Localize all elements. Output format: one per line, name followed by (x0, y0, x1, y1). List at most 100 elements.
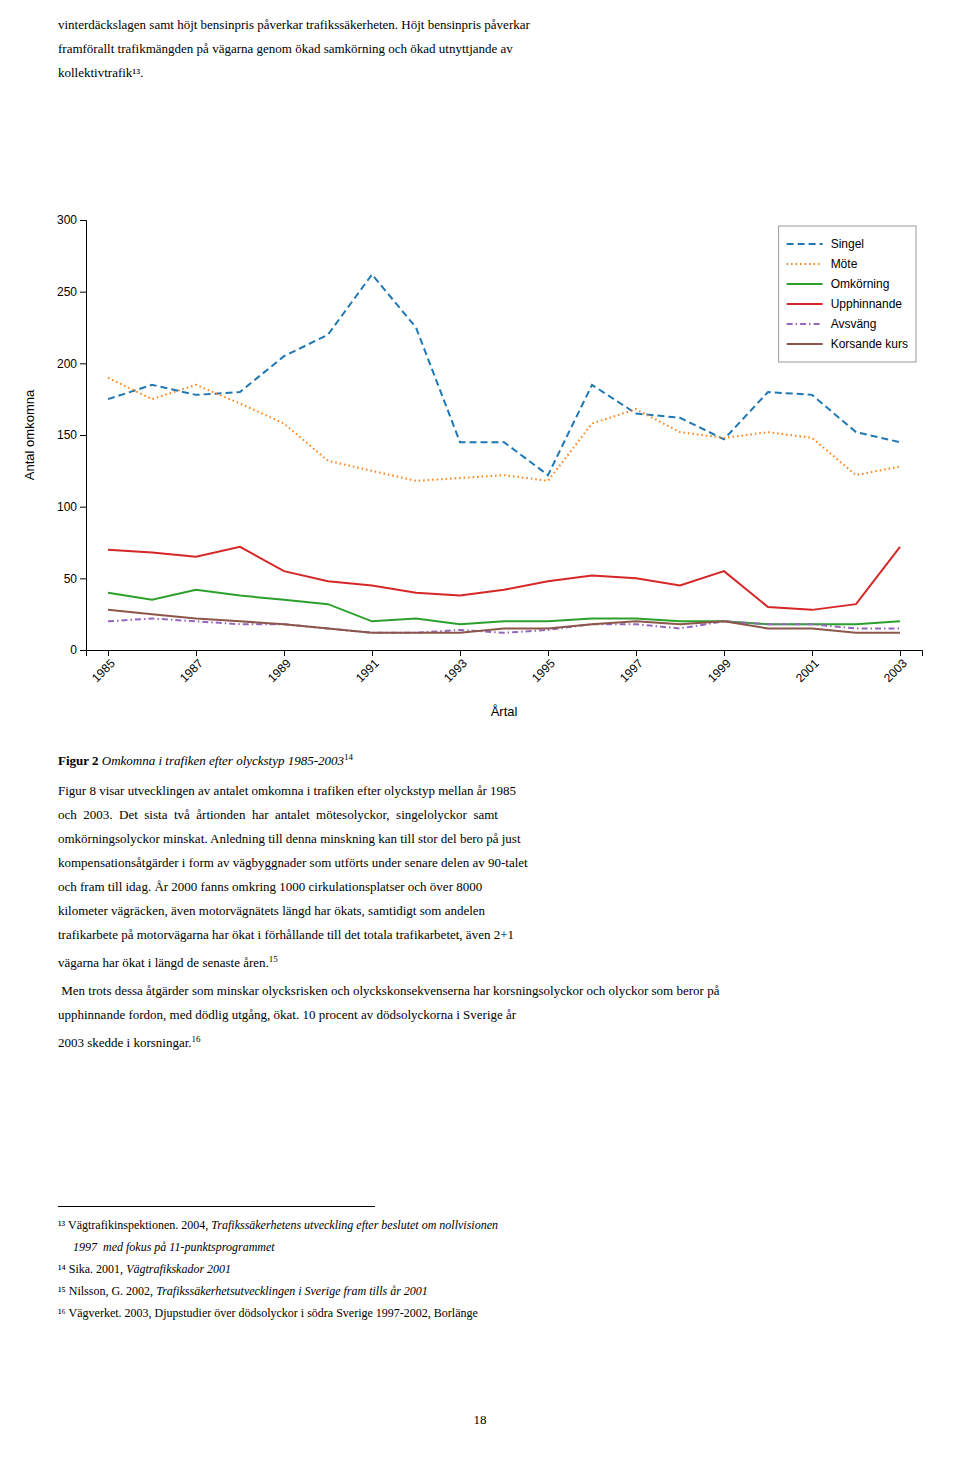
tick: 1991 (353, 650, 382, 685)
tick-mark (108, 650, 109, 656)
body-text: kilometer vägräcken, även motorvägnätets… (58, 903, 485, 918)
tick-label: 1991 (353, 656, 382, 685)
tick-label: 1995 (529, 656, 558, 685)
caption-note: 14 (344, 752, 353, 762)
legend-swatch (787, 243, 823, 245)
tick-label: 1993 (441, 656, 470, 685)
body-text: trafikarbete på motorvägarna har ökat i … (58, 927, 514, 942)
x-axis-title: Årtal (491, 704, 518, 719)
tick: 1985 (89, 650, 118, 685)
body-text: Men trots dessa åtgärder som minskar oly… (58, 983, 719, 998)
series-line (108, 610, 900, 633)
footnote-ref: 16 (192, 1034, 201, 1044)
tick-label: 300 (57, 213, 77, 227)
body-line: Men trots dessa åtgärder som minskar oly… (58, 982, 719, 1000)
tick-mark (80, 292, 86, 293)
legend-label: Upphinnande (831, 297, 903, 311)
body-text: 2003 skedde i korsningar. (58, 1035, 192, 1050)
tick-mark (812, 650, 813, 656)
body-line: 2003 skedde i korsningar.16 (58, 1030, 201, 1052)
footnote-text: ¹⁶ Vägverket. 2003, Djupstudier över död… (58, 1306, 478, 1320)
footnote-line: ¹⁵ Nilsson, G. 2002, Trafikssäkerhetsutv… (58, 1282, 428, 1300)
tick-mark (724, 650, 725, 656)
tick-label: 200 (57, 357, 77, 371)
legend-item: Upphinnande (787, 297, 903, 311)
tick: 1989 (265, 650, 294, 685)
page: vinterdäckslagen samt höjt bensinpris på… (0, 0, 960, 1462)
top-text-line: vinterdäckslagen samt höjt bensinpris på… (58, 16, 530, 34)
tick-mark (80, 507, 86, 508)
footnote-text: Vägtrafikskador 2001 (126, 1262, 231, 1276)
tick: 2003 (881, 650, 910, 685)
legend-item: Singel (787, 237, 864, 251)
tick-label: 2003 (881, 656, 910, 685)
body-text: Figur 8 visar utvecklingen av antalet om… (58, 783, 516, 798)
footnote-text: Trafikssäkerhetsutvecklingen i Sverige f… (156, 1284, 428, 1298)
legend-label: Omkörning (831, 277, 890, 291)
footnote-ref: 15 (269, 954, 278, 964)
legend-swatch (787, 283, 823, 285)
body-line: och 2003. Det sista två årtionden har an… (58, 806, 498, 824)
tick: 1987 (177, 650, 206, 685)
top-text-line: kollektivtrafik¹³. (58, 64, 143, 82)
legend-item: Omkörning (787, 277, 890, 291)
legend-swatch (787, 323, 823, 325)
tick: 1997 (617, 650, 646, 685)
tick: 50 (64, 572, 86, 586)
tick: 0 (70, 643, 86, 657)
footnote-text: ¹⁴ Sika. 2001, (58, 1262, 126, 1276)
tick-mark (80, 220, 86, 221)
tick-label: 250 (57, 285, 77, 299)
tick: 1993 (441, 650, 470, 685)
tick-mark (372, 650, 373, 656)
legend-frame (779, 226, 916, 362)
tick-label: 100 (57, 500, 77, 514)
tick: 250 (57, 285, 86, 299)
footnote-text (58, 1240, 73, 1254)
footnote-line: ¹⁶ Vägverket. 2003, Djupstudier över död… (58, 1304, 478, 1322)
footnote-text: 1997 med fokus på 11-punktsprogrammet (73, 1240, 275, 1254)
tick-mark (460, 650, 461, 656)
tick: 1999 (705, 650, 734, 685)
body-line: kilometer vägräcken, även motorvägnätets… (58, 902, 485, 920)
y-axis-title: Antal omkomna (22, 389, 37, 480)
legend-item: Korsande kurs (787, 337, 908, 351)
body-line: kompensationsåtgärder i form av vägbyggn… (58, 854, 528, 872)
footnote-text: Trafikssäkerhetens utveckling efter besl… (211, 1218, 498, 1232)
top-text: kollektivtrafik¹³. (58, 65, 143, 80)
tick-mark (80, 650, 86, 651)
body-line: Figur 8 visar utvecklingen av antalet om… (58, 782, 516, 800)
footnote-line: ¹³ Vägtrafikinspektionen. 2004, Trafikss… (58, 1216, 498, 1234)
tick: 200 (57, 357, 86, 371)
legend-swatch (787, 343, 823, 345)
top-text: vinterdäckslagen samt höjt bensinpris på… (58, 17, 530, 32)
y-axis: 0 50 100 150 200 250 300 (57, 213, 87, 657)
body-text: och fram till idag. År 2000 fanns omkrin… (58, 879, 482, 894)
tick-label: 1987 (177, 656, 206, 685)
tick: 150 (57, 428, 86, 442)
series-line (108, 547, 900, 610)
tick-mark (80, 363, 86, 364)
tick-label: 1997 (617, 656, 646, 685)
top-text-line: framförallt trafikmängden på vägarna gen… (58, 40, 513, 58)
tick: 300 (57, 213, 86, 227)
legend-swatch (787, 303, 823, 305)
tick-label: 2001 (793, 656, 822, 685)
tick-mark (548, 650, 549, 656)
axis-domain (80, 221, 87, 651)
footnote-text: ¹⁵ Nilsson, G. 2002, (58, 1284, 156, 1298)
tick: 1995 (529, 650, 558, 685)
series-line (108, 378, 900, 481)
body-line: vägarna har ökat i längd de senaste åren… (58, 950, 278, 972)
legend: SingelMöteOmkörningUpphinnandeAvsvängKor… (779, 226, 916, 362)
tick-label: 1989 (265, 656, 294, 685)
legend-swatch (787, 263, 823, 265)
legend-label: Singel (831, 237, 864, 251)
caption-text: Omkomna i trafiken efter olyckstyp 1985-… (99, 753, 345, 768)
tick-mark (284, 650, 285, 656)
legend-label: Möte (831, 257, 858, 271)
tick: 2001 (793, 650, 822, 685)
plot: 1985198719891991199319951997199920012003… (22, 213, 923, 719)
axis-domain (87, 651, 923, 657)
tick-mark (900, 650, 901, 656)
